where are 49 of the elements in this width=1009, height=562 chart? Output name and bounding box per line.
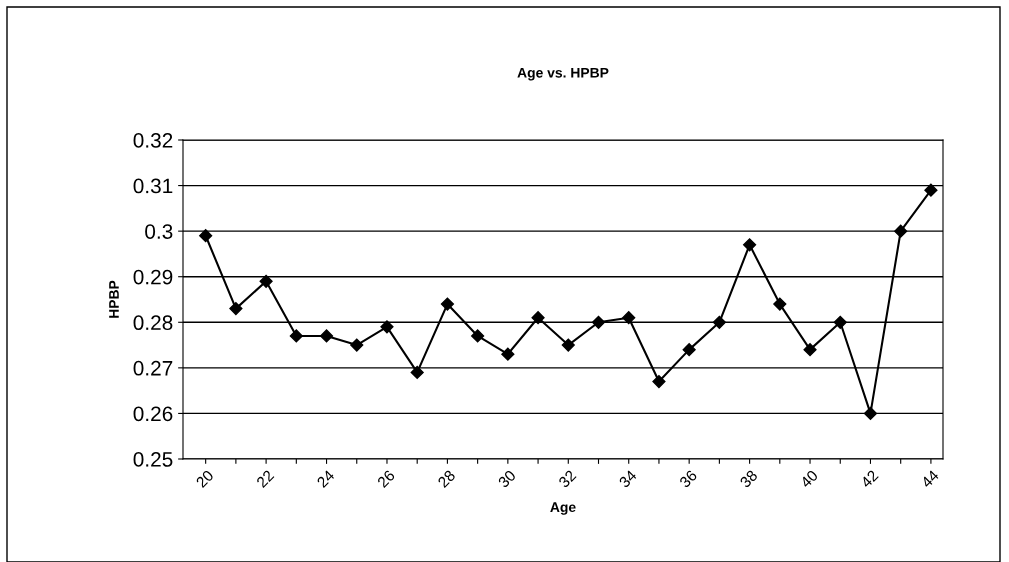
y-tick-label: 0.27 — [133, 360, 173, 376]
point — [803, 343, 817, 357]
point — [894, 224, 908, 238]
point — [380, 320, 394, 334]
point — [199, 229, 213, 243]
point — [289, 329, 303, 343]
point — [501, 347, 515, 361]
y-axis-title: HPBP — [109, 280, 119, 318]
y-tick-label: 0.26 — [133, 406, 173, 422]
point — [743, 238, 757, 252]
point — [531, 311, 545, 325]
point — [712, 315, 726, 329]
point — [682, 343, 696, 357]
x-tick-label: 38 — [739, 469, 759, 489]
x-tick-label: 26 — [376, 469, 396, 489]
x-tick-label: 44 — [920, 469, 940, 489]
point — [561, 338, 575, 352]
point — [229, 302, 243, 316]
point — [622, 311, 636, 325]
y-tick-label: 0.25 — [133, 452, 173, 467]
point — [440, 297, 455, 311]
y-tick-label: 0.31 — [133, 178, 173, 194]
x-axis-title: Age — [550, 502, 576, 515]
x-tick-label: 40 — [799, 469, 819, 489]
point — [471, 329, 485, 343]
x-tick-label: 32 — [557, 469, 577, 489]
point — [863, 406, 878, 421]
x-tick-label: 30 — [497, 469, 517, 489]
y-tick-label: 0.32 — [133, 133, 173, 148]
point — [259, 274, 273, 288]
point — [319, 329, 334, 343]
chart-title: Age vs. HPBP — [517, 67, 609, 81]
x-tick-label: 20 — [195, 469, 215, 489]
x-tick-label: 24 — [316, 469, 336, 489]
point — [924, 183, 938, 197]
point — [833, 315, 847, 329]
point — [773, 297, 787, 311]
point — [652, 374, 666, 389]
x-tick-label: 22 — [255, 469, 275, 489]
x-tick-label: 36 — [678, 469, 698, 489]
y-tick-label: 0.3 — [145, 224, 173, 239]
x-tick-label: 28 — [437, 469, 456, 489]
point — [410, 365, 424, 380]
point — [591, 315, 606, 329]
y-tick-label: 0.29 — [133, 269, 173, 285]
x-tick-label: 34 — [618, 469, 638, 489]
x-tick-label: 42 — [859, 469, 879, 489]
point — [350, 338, 364, 352]
y-tick-label: 0.28 — [133, 315, 173, 331]
